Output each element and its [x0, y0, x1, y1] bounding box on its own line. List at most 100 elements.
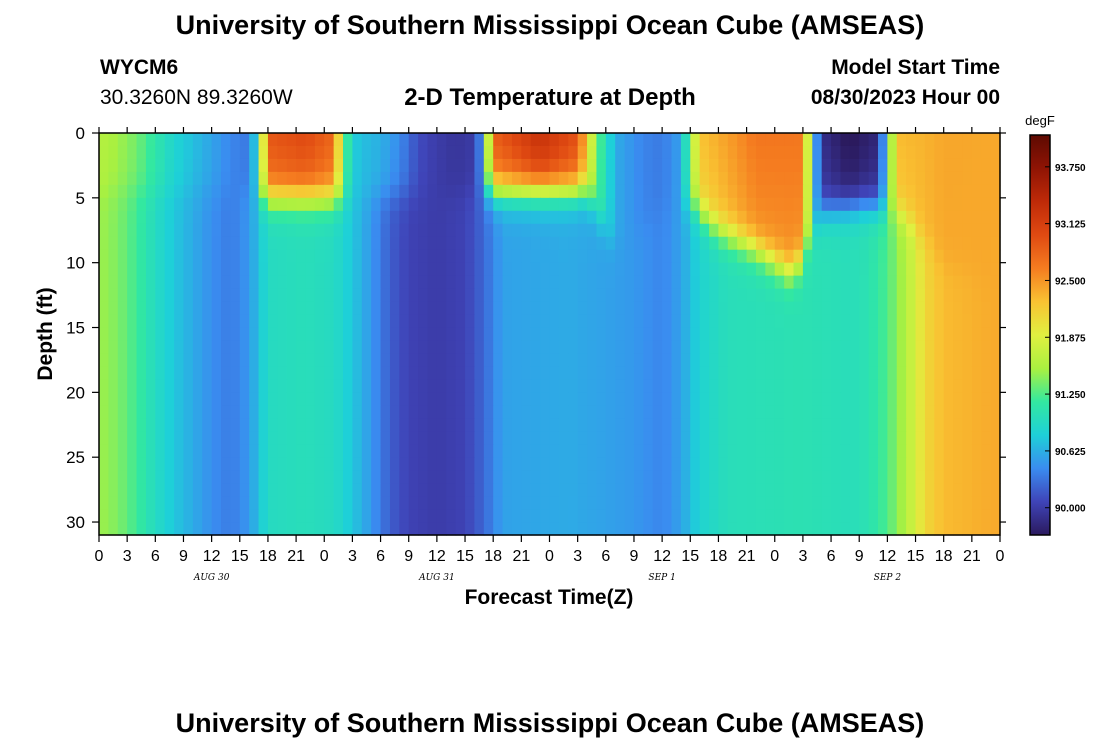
heatmap-cell	[990, 444, 1001, 458]
heatmap-cell	[493, 483, 504, 497]
heatmap-cell	[831, 405, 842, 419]
heatmap-cell	[389, 418, 400, 432]
heatmap-cell	[633, 145, 644, 160]
heatmap-cell	[765, 444, 776, 458]
x-tick-label: 12	[428, 548, 446, 565]
heatmap-cell	[887, 340, 898, 355]
heatmap-cell	[324, 249, 335, 264]
heatmap-cell	[737, 418, 748, 432]
heatmap-cell	[427, 210, 438, 225]
date-label: AUG 30	[193, 573, 230, 583]
heatmap-cell	[296, 288, 307, 303]
heatmap-cell	[389, 353, 400, 368]
heatmap-cell	[465, 145, 476, 160]
heatmap-cell	[662, 509, 673, 523]
heatmap-cell	[192, 522, 203, 536]
heatmap-cell	[812, 483, 823, 497]
heatmap-cell	[727, 236, 738, 251]
heatmap-cell	[971, 314, 982, 329]
heatmap-cell	[953, 483, 964, 497]
heatmap-cell	[474, 133, 485, 147]
heatmap-cell	[511, 288, 522, 303]
heatmap-cell	[530, 275, 541, 290]
heatmap-cell	[784, 184, 795, 199]
heatmap-cell	[277, 353, 288, 368]
heatmap-cell	[831, 210, 842, 225]
date-label: SEP 2	[874, 573, 902, 583]
heatmap-cell	[633, 301, 644, 316]
heatmap-cell	[746, 301, 757, 316]
heatmap-cell	[230, 301, 241, 316]
heatmap-cell	[408, 405, 419, 419]
heatmap-cell	[230, 392, 241, 406]
heatmap-cell	[399, 392, 410, 406]
heatmap-cell	[784, 522, 795, 536]
heatmap-cell	[680, 509, 691, 523]
heatmap-cell	[324, 133, 335, 147]
heatmap-cell	[408, 457, 419, 471]
heatmap-cell	[868, 392, 879, 406]
heatmap-cell	[971, 145, 982, 160]
heatmap-cell	[380, 184, 391, 199]
heatmap-cell	[483, 158, 494, 173]
heatmap-cell	[577, 145, 588, 160]
heatmap-cell	[934, 197, 945, 212]
y-tick-label: 30	[66, 513, 85, 532]
heatmap-cell	[117, 522, 128, 536]
heatmap-cell	[183, 418, 194, 432]
heatmap-cell	[605, 133, 616, 147]
heatmap-cell	[831, 366, 842, 380]
heatmap-cell	[831, 509, 842, 523]
heatmap-cell	[258, 223, 269, 238]
heatmap-cell	[652, 158, 663, 173]
heatmap-cell	[296, 366, 307, 380]
heatmap-cell	[840, 171, 851, 186]
heatmap-cell	[99, 483, 109, 497]
heatmap-cell	[455, 288, 466, 303]
heatmap-cell	[155, 392, 166, 406]
heatmap-cell	[671, 483, 682, 497]
x-tick-label: 15	[456, 548, 474, 565]
x-tick-label: 6	[601, 548, 610, 565]
heatmap-cell	[605, 210, 616, 225]
heatmap-cell	[774, 275, 785, 290]
heatmap-cell	[474, 145, 485, 160]
heatmap-cell	[286, 509, 297, 523]
heatmap-cell	[352, 236, 363, 251]
heatmap-cell	[943, 249, 954, 264]
heatmap-cell	[577, 340, 588, 355]
heatmap-cell	[774, 262, 785, 277]
heatmap-cell	[286, 327, 297, 342]
heatmap-cell	[643, 379, 654, 393]
heatmap-cell	[127, 483, 138, 497]
heatmap-cell	[849, 197, 860, 212]
heatmap-cell	[314, 405, 325, 419]
heatmap-cell	[99, 133, 109, 147]
heatmap-cell	[981, 457, 992, 471]
heatmap-cell	[793, 418, 804, 432]
heatmap-cell	[784, 301, 795, 316]
heatmap-cell	[662, 444, 673, 458]
heatmap-cell	[746, 379, 757, 393]
heatmap-cell	[418, 249, 429, 264]
heatmap-cell	[436, 314, 447, 329]
heatmap-cell	[680, 223, 691, 238]
heatmap-cell	[277, 210, 288, 225]
heatmap-cell	[990, 509, 1001, 523]
heatmap-cell	[718, 314, 729, 329]
heatmap-cell	[962, 392, 973, 406]
heatmap-cell	[652, 366, 663, 380]
heatmap-cell	[812, 197, 823, 212]
heatmap-cell	[746, 457, 757, 471]
heatmap-cell	[446, 223, 457, 238]
heatmap-cell	[202, 457, 213, 471]
heatmap-cell	[558, 275, 569, 290]
heatmap-cell	[277, 262, 288, 277]
heatmap-cell	[455, 301, 466, 316]
heatmap-cell	[277, 236, 288, 251]
heatmap-cell	[202, 379, 213, 393]
heatmap-cell	[324, 262, 335, 277]
heatmap-cell	[174, 327, 185, 342]
heatmap-cell	[418, 197, 429, 212]
heatmap-cell	[502, 262, 513, 277]
